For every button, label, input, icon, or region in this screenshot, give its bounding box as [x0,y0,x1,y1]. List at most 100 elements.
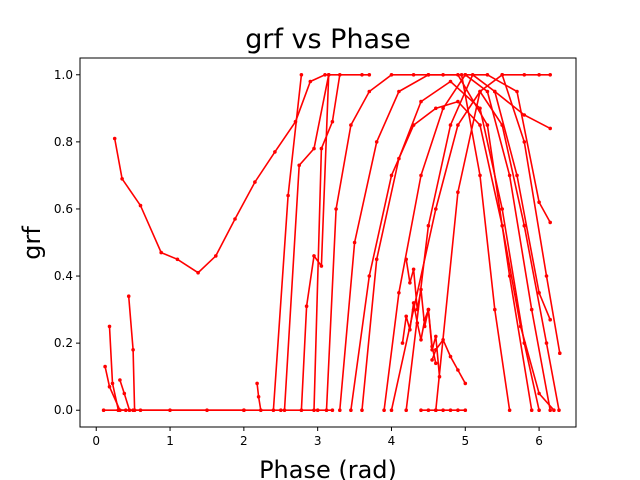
data-point [544,341,549,345]
data-point [434,334,438,339]
data-point [548,73,552,77]
y-tick-label: 0.4 [54,269,73,283]
data-point [404,408,409,413]
x-tick-label: 3 [314,434,322,448]
data-point [456,190,460,194]
data-point [122,391,127,396]
data-point [304,304,309,309]
data-point [256,395,261,399]
y-tick-label: 0.8 [54,135,73,149]
data-point [101,408,106,413]
data-point [282,408,287,413]
series-line-21 [390,90,560,411]
data-point [448,79,453,84]
y-tick-label: 0.6 [54,202,73,216]
data-point [548,220,552,225]
data-point [422,317,427,322]
data-point [103,364,107,369]
data-point [367,89,372,94]
data-point [441,338,445,342]
x-tick-label: 5 [461,434,469,448]
data-point [548,126,552,131]
data-point [367,73,372,77]
data-point [507,408,512,413]
data-point [434,207,438,211]
data-point [126,294,131,299]
x-axis: 0 1 2 3 4 5 6 [92,427,543,448]
data-point [500,223,505,228]
data-point [426,73,431,77]
data-point [382,408,386,413]
data-point [456,73,460,77]
data-point [271,408,276,413]
data-point [522,140,527,144]
data-point [138,408,143,413]
data-point [259,408,263,413]
data-point [205,408,209,413]
data-point [437,374,442,379]
data-point [112,136,117,141]
x-tick-label: 0 [92,434,100,448]
data-point [522,73,527,77]
data-point [507,173,512,178]
series-line-13 [361,80,540,411]
data-point [360,408,364,413]
data-point [529,408,534,413]
data-point [389,173,394,178]
data-point [434,361,438,366]
y-axis-label: grf [18,226,46,260]
data-point [463,381,468,386]
data-point [253,180,257,184]
data-point [323,73,327,77]
data-point [107,384,112,389]
data-point [430,344,434,349]
data-point [374,140,379,144]
data-point [338,408,342,413]
series-line-15 [405,73,551,411]
data-point [233,217,237,221]
data-point [168,408,172,413]
data-point [299,73,304,77]
data-point [515,173,519,178]
data-point [548,317,552,322]
data-point [404,257,409,262]
data-point [107,324,112,329]
data-point [419,338,423,342]
data-point [426,307,431,312]
data-point [411,73,416,77]
data-point [408,281,412,285]
data-point [326,73,331,77]
data-point [330,408,335,413]
data-point [485,73,490,77]
data-point [312,408,316,413]
x-tick-label: 1 [166,434,174,448]
data-point [456,123,460,127]
x-tick-label: 2 [240,434,248,448]
data-point [463,73,468,77]
data-point [214,254,218,258]
data-point [537,391,541,396]
data-point [397,89,401,94]
data-point [367,274,372,278]
data-point [299,408,304,413]
data-point [411,301,416,305]
data-point [430,358,434,362]
data-point [500,123,505,127]
data-point [297,163,302,168]
data-point [478,123,482,127]
data-point [349,408,353,413]
series-line-11 [325,74,511,411]
x-tick-label: 4 [388,434,396,448]
data-point [255,381,259,386]
data-point [441,408,445,413]
data-point [456,368,460,372]
data-point [448,123,453,127]
data-point [434,408,438,413]
data-point [110,381,115,386]
data-point [518,324,523,329]
data-point [349,123,353,127]
data-point [411,267,416,272]
chart-title: grf vs Phase [245,24,411,55]
data-point [415,307,420,312]
data-point [515,89,519,94]
